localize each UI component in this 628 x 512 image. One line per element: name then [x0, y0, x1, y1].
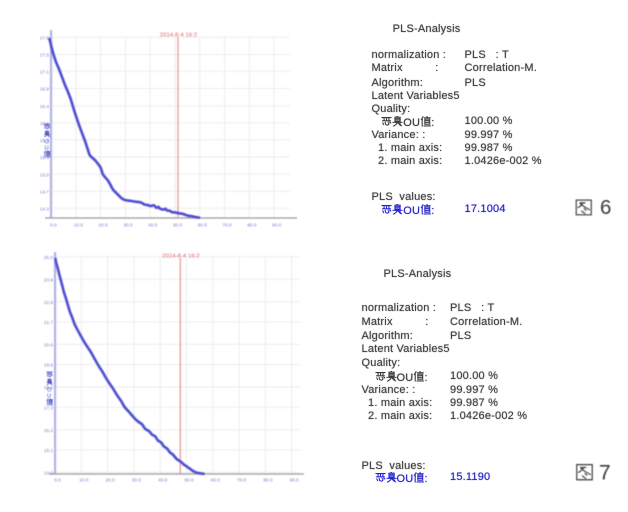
- svg-text:16.1: 16.1: [40, 121, 50, 126]
- svg-text:17.5: 17.5: [40, 53, 50, 58]
- svg-text:21.7: 21.7: [44, 320, 54, 325]
- svg-text:14.3: 14.3: [40, 206, 50, 211]
- svg-text:6: 6: [600, 196, 611, 219]
- svg-text:U: U: [47, 394, 51, 400]
- svg-text:22.8: 22.8: [44, 300, 54, 305]
- svg-text:0.0: 0.0: [54, 478, 61, 483]
- svg-text:16.2: 16.2: [44, 428, 54, 433]
- svg-text:60.0: 60.0: [198, 223, 208, 228]
- svg-text:90.0: 90.0: [290, 478, 300, 483]
- svg-text:70.0: 70.0: [223, 223, 233, 228]
- svg-text:17.8: 17.8: [40, 35, 50, 40]
- svg-text:2014-8-4 16:2: 2014-8-4 16:2: [160, 33, 197, 39]
- svg-text:0.0: 0.0: [50, 223, 57, 228]
- svg-text:60.0: 60.0: [211, 478, 221, 483]
- svg-text:15.7: 15.7: [40, 138, 50, 143]
- svg-text:16.4: 16.4: [40, 104, 50, 109]
- svg-text:20.6: 20.6: [44, 343, 54, 348]
- svg-text:14.0: 14.0: [44, 471, 54, 476]
- svg-text:7: 7: [599, 462, 611, 485]
- svg-text:70.0: 70.0: [237, 478, 247, 483]
- svg-text:23.9: 23.9: [44, 277, 54, 282]
- svg-text:17.1: 17.1: [40, 69, 50, 74]
- svg-text:O: O: [47, 388, 52, 394]
- svg-text:50.0: 50.0: [184, 478, 194, 483]
- svg-text:20.0: 20.0: [99, 223, 109, 228]
- svg-text:15.0: 15.0: [40, 172, 50, 177]
- svg-text:2014-8-4 16:2: 2014-8-4 16:2: [162, 254, 199, 260]
- svg-text:30.0: 30.0: [123, 223, 133, 228]
- svg-text:20.0: 20.0: [106, 478, 116, 483]
- svg-text:14.7: 14.7: [40, 190, 50, 195]
- svg-text:O: O: [45, 140, 50, 146]
- svg-text:19.5: 19.5: [44, 363, 54, 368]
- svg-text:80.0: 80.0: [247, 223, 257, 228]
- svg-text:30.0: 30.0: [132, 478, 142, 483]
- svg-text:90.0: 90.0: [272, 223, 282, 228]
- svg-text:10.0: 10.0: [79, 478, 89, 483]
- svg-text:25.0: 25.0: [44, 255, 54, 260]
- svg-text:18.4: 18.4: [44, 385, 54, 390]
- svg-text:U: U: [45, 146, 49, 152]
- svg-text:50.0: 50.0: [173, 223, 183, 228]
- svg-text:16.8: 16.8: [40, 87, 50, 92]
- svg-text:80.0: 80.0: [263, 478, 273, 483]
- svg-text:17.3: 17.3: [44, 405, 54, 410]
- svg-text:10.0: 10.0: [74, 223, 84, 228]
- svg-text:15.4: 15.4: [40, 155, 50, 160]
- svg-text:40.0: 40.0: [158, 478, 168, 483]
- svg-text:40.0: 40.0: [148, 223, 158, 228]
- svg-text:15.1: 15.1: [44, 448, 54, 453]
